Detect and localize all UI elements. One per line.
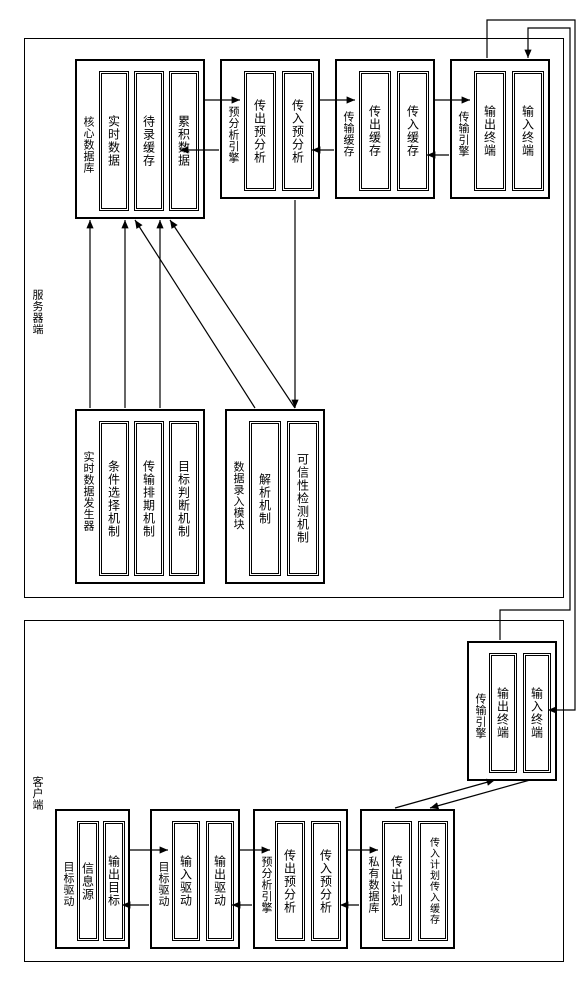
- server-trust-check: 可信性检测机制: [287, 421, 319, 576]
- client-output-terminal: 输出终端: [489, 653, 517, 773]
- client-in-plan: 传入计划传入缓存: [418, 821, 448, 941]
- client-private-db: 私有数据库 传出计划 传入计划传入缓存: [360, 809, 455, 949]
- server-pending-cache-label: 待录缓存: [141, 115, 158, 167]
- client-target-drive: 目标驱动 输入驱动 输出驱动: [150, 809, 240, 949]
- client-output-drive-label: 输出驱动: [212, 855, 229, 907]
- server-realtime-gen-label: 实时数据发生器: [80, 451, 96, 532]
- server-realtime-gen: 实时数据发生器 条件选择机制 传输排期机制 目标判断机制: [75, 409, 205, 584]
- client-private-db-label: 私有数据库: [365, 856, 381, 914]
- server-container: 服务器端 传输引擎 输出终端 输入终端 传输缓存 传出缓存 传入缓存 预分析引擎…: [24, 38, 564, 598]
- client-pre-analysis-label: 预分析引擎: [258, 856, 274, 914]
- server-out-cache: 传出缓存: [359, 71, 391, 191]
- client-out-plan: 传出计划: [382, 821, 412, 941]
- server-in-preanalysis-label: 传入预分析: [290, 99, 307, 164]
- server-realtime-data: 实时数据: [99, 71, 129, 211]
- server-data-input-label: 数据录入模块: [230, 461, 246, 530]
- client-in-plan-label: 传入计划传入缓存: [426, 837, 441, 925]
- server-data-input: 数据录入模块 解析机制 可信性检测机制: [225, 409, 325, 584]
- server-target-judge: 目标判断机制: [169, 421, 199, 576]
- client-out-preanalysis-label: 传出预分析: [282, 849, 299, 914]
- server-trans-engine-label: 传输引擎: [455, 111, 471, 157]
- client-target-drive-left-label: 目标驱动: [60, 861, 76, 907]
- server-trans-schedule: 传输排期机制: [134, 421, 164, 576]
- server-cond-select: 条件选择机制: [99, 421, 129, 576]
- server-output-terminal: 输出终端: [474, 71, 506, 191]
- server-out-cache-label: 传出缓存: [367, 105, 384, 157]
- client-input-terminal: 输入终端: [523, 653, 551, 773]
- server-core-db-label: 核心数据库: [80, 116, 96, 174]
- client-input-terminal-label: 输入终端: [529, 687, 546, 739]
- server-in-cache: 传入缓存: [397, 71, 429, 191]
- client-output-target-label: 输出目标: [106, 855, 123, 907]
- server-label: 服务器端: [29, 289, 45, 335]
- server-out-preanalysis: 传出预分析: [244, 71, 276, 191]
- server-pending-cache: 待录缓存: [134, 71, 164, 211]
- server-target-judge-label: 目标判断机制: [176, 460, 193, 538]
- server-trans-schedule-label: 传输排期机制: [141, 460, 158, 538]
- client-in-preanalysis-label: 传入预分析: [318, 849, 335, 914]
- server-in-cache-label: 传入缓存: [405, 105, 422, 157]
- client-output-drive: 输出驱动: [206, 821, 234, 941]
- client-trans-engine: 传输引擎 输出终端 输入终端: [467, 641, 557, 781]
- server-parse-label: 解析机制: [257, 473, 274, 525]
- client-output-terminal-label: 输出终端: [495, 687, 512, 739]
- server-in-preanalysis: 传入预分析: [282, 71, 314, 191]
- server-trans-cache: 传输缓存 传出缓存 传入缓存: [335, 59, 435, 199]
- client-out-plan-label: 传出计划: [389, 855, 406, 907]
- client-container: 客户端 目标驱动 信息源 输出目标 目标驱动 输入驱动 输出驱动 预分析引擎 传…: [24, 620, 564, 962]
- client-output-target: 输出目标: [103, 821, 125, 941]
- client-trans-engine-label: 传输引擎: [472, 693, 488, 739]
- client-in-preanalysis: 传入预分析: [311, 821, 341, 941]
- server-realtime-data-label: 实时数据: [106, 115, 123, 167]
- server-input-terminal-label: 输入终端: [520, 105, 537, 157]
- server-cond-select-label: 条件选择机制: [106, 460, 123, 538]
- server-pre-analysis: 预分析引擎 传出预分析 传入预分析: [220, 59, 320, 199]
- client-label: 客户端: [29, 776, 45, 811]
- client-info-source-label: 信息源: [80, 862, 97, 901]
- server-out-preanalysis-label: 传出预分析: [252, 99, 269, 164]
- server-accum-data: 累积数据: [169, 71, 199, 211]
- client-input-drive-label: 输入驱动: [178, 855, 195, 907]
- server-pre-analysis-label: 预分析引擎: [225, 106, 241, 164]
- server-input-terminal: 输入终端: [512, 71, 544, 191]
- client-info-source: 信息源: [77, 821, 99, 941]
- server-parse: 解析机制: [249, 421, 281, 576]
- client-target-drive-left: 目标驱动 信息源 输出目标: [55, 809, 130, 949]
- server-trans-cache-label: 传输缓存: [340, 111, 356, 157]
- server-trust-check-label: 可信性检测机制: [295, 453, 312, 544]
- server-output-terminal-label: 输出终端: [482, 105, 499, 157]
- server-core-db: 核心数据库 实时数据 待录缓存 累积数据: [75, 59, 205, 219]
- client-pre-analysis: 预分析引擎 传出预分析 传入预分析: [253, 809, 348, 949]
- server-trans-engine: 传输引擎 输出终端 输入终端: [450, 59, 550, 199]
- client-target-drive-label: 目标驱动: [155, 861, 171, 907]
- client-out-preanalysis: 传出预分析: [275, 821, 305, 941]
- client-input-drive: 输入驱动: [172, 821, 200, 941]
- server-accum-data-label: 累积数据: [176, 115, 193, 167]
